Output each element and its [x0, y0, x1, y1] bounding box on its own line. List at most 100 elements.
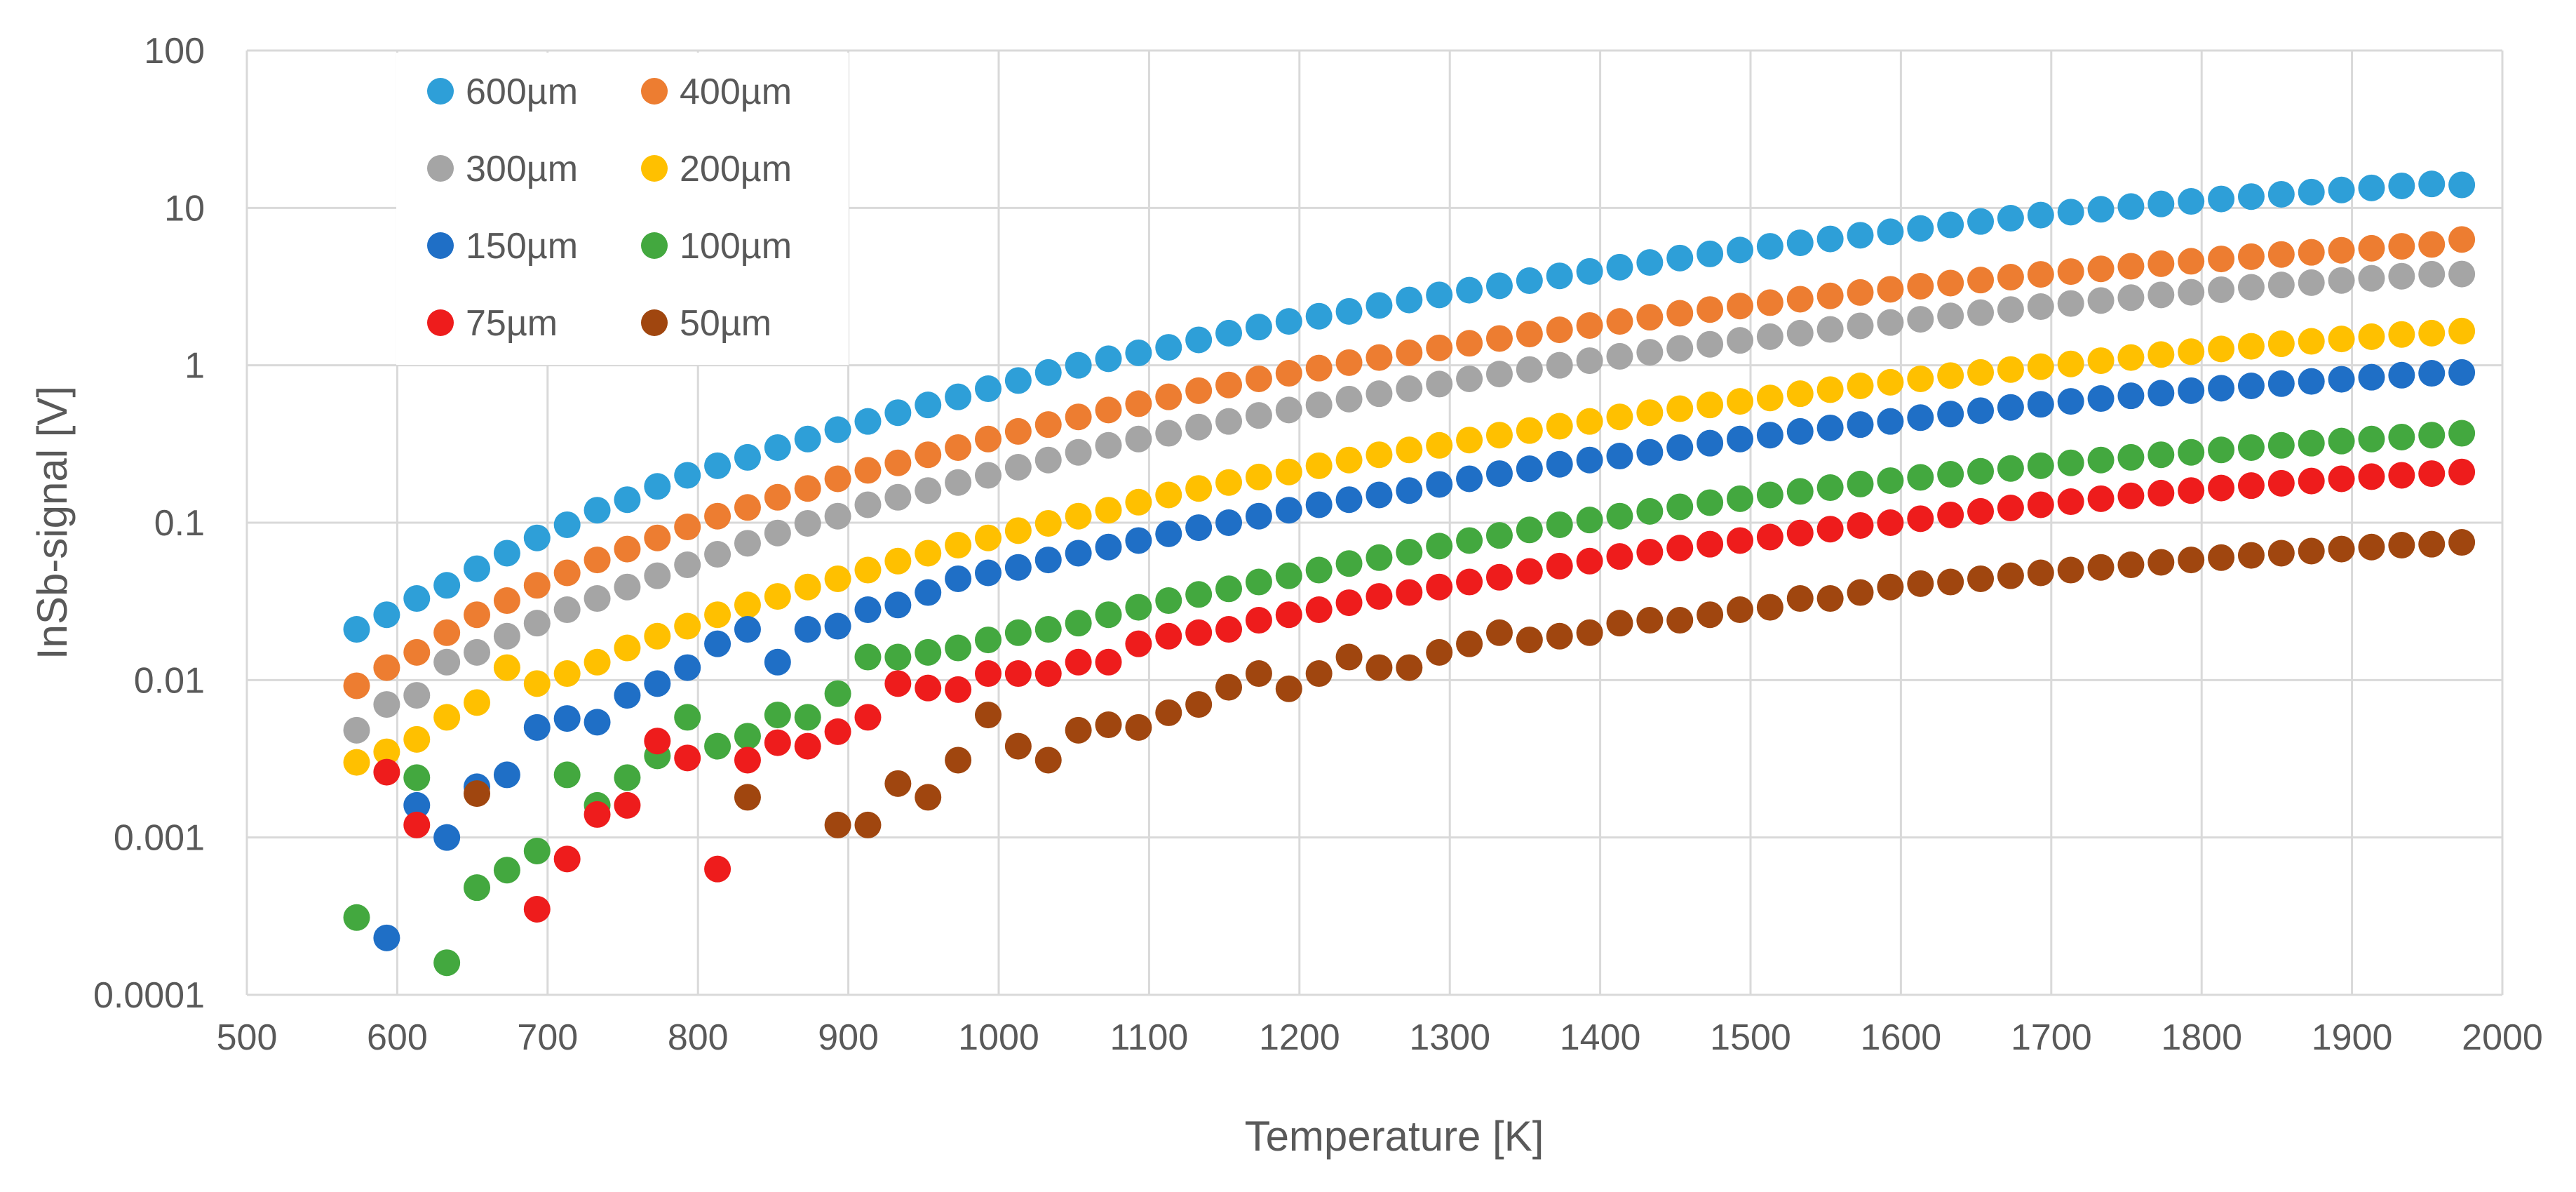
data-point	[2328, 236, 2355, 264]
data-point	[945, 469, 972, 496]
data-point	[1937, 269, 1964, 297]
data-point	[373, 601, 400, 629]
data-point	[1546, 622, 1573, 650]
data-point	[2178, 188, 2205, 215]
data-point	[403, 811, 431, 838]
data-point	[915, 391, 942, 419]
data-point	[1125, 488, 1152, 516]
data-point	[614, 791, 641, 819]
data-point	[1666, 300, 1694, 327]
data-point	[2388, 262, 2415, 290]
data-point	[2027, 261, 2054, 288]
data-point	[1576, 347, 1603, 375]
data-point	[915, 477, 942, 504]
y-axis-title: InSb-signal [V]	[29, 386, 76, 659]
data-point	[1847, 511, 1874, 539]
data-point	[854, 596, 882, 624]
data-point	[1185, 581, 1213, 608]
x-tick-label: 2000	[2462, 1017, 2543, 1058]
data-point	[764, 434, 791, 461]
data-point	[884, 591, 912, 619]
x-tick-label: 1300	[1409, 1017, 1490, 1058]
data-point	[644, 562, 671, 589]
data-point	[2057, 449, 2084, 476]
data-point	[1215, 616, 1243, 643]
data-point	[1275, 601, 1302, 629]
data-point	[2448, 171, 2476, 199]
data-point	[1485, 325, 1513, 352]
data-point	[1937, 461, 1964, 488]
data-point	[915, 579, 942, 606]
data-point	[1305, 556, 1333, 584]
data-point	[1726, 527, 1753, 554]
data-point	[1456, 330, 1483, 357]
data-point	[1997, 264, 2024, 291]
data-point	[2418, 170, 2446, 198]
data-point	[1245, 402, 1272, 429]
data-point	[2147, 341, 2175, 368]
data-point	[1365, 380, 1393, 408]
data-point	[2418, 260, 2446, 288]
data-point	[1636, 339, 1664, 366]
data-point	[1396, 477, 1423, 504]
data-point	[974, 375, 1002, 403]
data-point	[614, 682, 641, 709]
data-point	[1396, 654, 1423, 681]
data-point	[2448, 226, 2476, 253]
data-point	[1786, 286, 1814, 313]
data-point	[2147, 479, 2175, 507]
data-point	[1335, 446, 1363, 474]
data-point	[734, 746, 761, 774]
data-point	[1576, 507, 1603, 534]
data-points	[343, 170, 2476, 977]
legend-item: 600µm	[427, 72, 578, 112]
series-300µm	[343, 260, 2476, 744]
data-point	[373, 924, 400, 951]
data-point	[2267, 180, 2295, 208]
data-point	[1004, 554, 1032, 581]
data-point	[1697, 530, 1724, 558]
data-point	[1396, 375, 1423, 403]
data-point	[403, 791, 431, 819]
data-point	[1065, 351, 1092, 379]
data-point	[2178, 377, 2205, 404]
data-point	[1185, 514, 1213, 542]
data-point	[1215, 469, 1243, 496]
data-point	[2237, 542, 2265, 569]
series-600µm	[343, 170, 2476, 643]
data-point	[1155, 520, 1182, 547]
data-point	[1756, 384, 1783, 412]
data-point	[1396, 286, 1423, 314]
legend-label: 600µm	[466, 72, 578, 112]
x-tick-label: 1800	[2161, 1017, 2242, 1058]
data-point	[1697, 489, 1724, 516]
data-point	[1697, 391, 1724, 419]
data-point	[1095, 497, 1122, 524]
data-point	[704, 855, 731, 883]
data-point	[2117, 284, 2145, 312]
data-point	[2117, 344, 2145, 371]
data-point	[523, 714, 551, 741]
data-point	[644, 524, 671, 551]
data-point	[1847, 470, 1874, 497]
data-point	[1275, 458, 1302, 485]
data-point	[2298, 269, 2325, 296]
data-point	[1365, 292, 1393, 319]
data-point	[2418, 422, 2446, 449]
legend-marker	[427, 232, 454, 259]
data-point	[1396, 579, 1423, 606]
data-point	[1335, 385, 1363, 413]
data-point	[2208, 276, 2235, 303]
legend-marker	[427, 78, 454, 105]
data-point	[614, 573, 641, 601]
data-point	[764, 483, 791, 511]
data-point	[1305, 452, 1333, 479]
data-point	[2027, 452, 2054, 479]
data-point	[1516, 321, 1543, 348]
data-point	[2237, 333, 2265, 360]
data-point	[2448, 359, 2476, 386]
data-point	[614, 535, 641, 563]
data-point	[1456, 568, 1483, 596]
data-point	[433, 572, 461, 599]
data-point	[373, 738, 400, 765]
